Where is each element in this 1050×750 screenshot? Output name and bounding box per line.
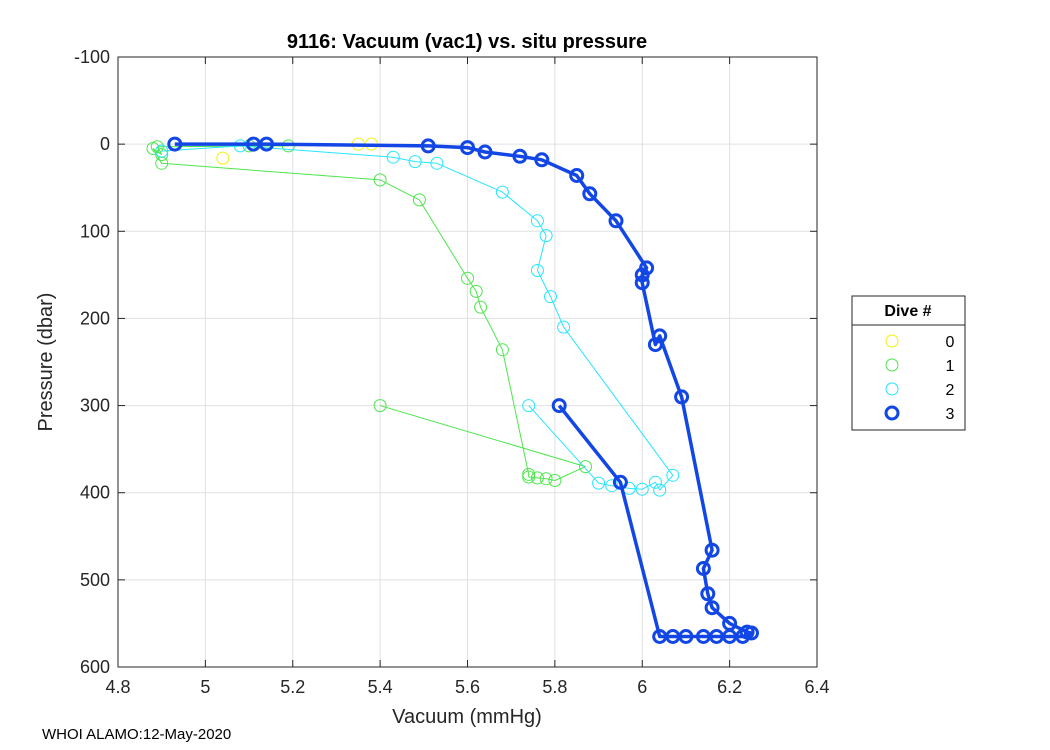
x-tick-label: 4.8 bbox=[105, 677, 130, 697]
data-point-dive-1 bbox=[155, 148, 169, 162]
data-point-dive-2 bbox=[530, 264, 544, 277]
legend-label-dive-2: 2 bbox=[946, 382, 955, 399]
legend-box bbox=[851, 295, 966, 431]
data-point-dive-3 bbox=[167, 136, 183, 152]
y-axis-ticks: -100 0 100 200 300 400 500 600 bbox=[74, 47, 817, 677]
data-point-dive-3 bbox=[634, 275, 650, 291]
series-dive-1 bbox=[146, 139, 592, 487]
y-tick-label: -100 bbox=[74, 47, 110, 67]
data-point-dive-2 bbox=[605, 479, 619, 493]
series-dive-2 bbox=[155, 139, 680, 497]
data-point-dive-1 bbox=[373, 173, 387, 187]
legend-marker-dive-3 bbox=[884, 405, 900, 421]
data-point-dive-1 bbox=[461, 271, 474, 285]
y-tick-label: 300 bbox=[80, 396, 110, 416]
data-point-dive-2 bbox=[648, 475, 662, 489]
legend-label-dive-3: 3 bbox=[946, 406, 955, 423]
y-tick-label: 600 bbox=[80, 657, 110, 677]
data-point-dive-3 bbox=[695, 561, 711, 576]
legend-marker-dive-1 bbox=[885, 358, 899, 372]
data-point-dive-1 bbox=[474, 300, 488, 314]
x-axis-ticks: 4.8 5 5.2 5.4 5.6 5.8 6 6.2 6.4 bbox=[105, 57, 830, 697]
legend-items: 0 1 2 3 bbox=[884, 334, 955, 423]
x-tick-label: 5.4 bbox=[368, 677, 393, 697]
data-point-dive-2 bbox=[666, 468, 680, 482]
data-point-dive-3 bbox=[739, 624, 755, 640]
x-tick-label: 5.6 bbox=[455, 677, 480, 697]
data-point-dive-3 bbox=[704, 542, 720, 558]
data-point-dive-2 bbox=[522, 399, 536, 413]
data-point-dive-3 bbox=[551, 398, 567, 414]
series-line-dive-1 bbox=[152, 145, 586, 481]
y-tick-label: 200 bbox=[80, 308, 110, 328]
data-point-dive-2 bbox=[557, 320, 571, 334]
data-point-dive-2 bbox=[155, 144, 169, 158]
data-point-dive-0 bbox=[216, 151, 230, 165]
legend-marker-dive-2 bbox=[885, 382, 899, 396]
data-point-dive-3 bbox=[678, 629, 694, 644]
data-point-dive-1 bbox=[469, 284, 483, 298]
data-point-dive-2 bbox=[386, 150, 400, 164]
data-point-dive-3 bbox=[420, 138, 436, 154]
data-point-dive-3 bbox=[477, 144, 493, 160]
data-point-dive-3 bbox=[512, 148, 528, 164]
data-point-dive-3 bbox=[534, 152, 550, 168]
data-point-dive-1 bbox=[579, 460, 592, 474]
y-tick-label: 500 bbox=[80, 570, 110, 590]
data-point-dive-3 bbox=[608, 213, 624, 229]
data-point-dive-1 bbox=[412, 193, 426, 207]
legend-title: Dive # bbox=[884, 303, 931, 320]
y-tick-label: 0 bbox=[100, 134, 110, 154]
data-point-dive-2 bbox=[408, 155, 422, 169]
footer-text: WHOI ALAMO:12-May-2020 bbox=[42, 726, 232, 743]
x-tick-label: 6 bbox=[637, 677, 647, 697]
data-point-dive-1 bbox=[539, 472, 553, 486]
data-point-dive-1 bbox=[373, 399, 387, 413]
legend: Dive # 0 1 2 3 bbox=[851, 295, 966, 431]
y-axis-label: Pressure (dbar) bbox=[35, 293, 57, 432]
data-point-dive-3 bbox=[704, 600, 720, 616]
series-dive-3 bbox=[167, 136, 759, 644]
x-tick-label: 5 bbox=[200, 677, 210, 697]
series-line-dive-3 bbox=[174, 142, 754, 639]
data-point-dive-3 bbox=[700, 586, 716, 602]
data-point-dive-1 bbox=[522, 470, 536, 484]
data-point-dive-3 bbox=[647, 337, 663, 353]
y-tick-label: 100 bbox=[80, 221, 110, 241]
data-point-dive-2 bbox=[592, 476, 606, 490]
data-point-dive-3 bbox=[612, 474, 628, 490]
x-tick-label: 5.8 bbox=[542, 677, 567, 697]
data-point-dive-2 bbox=[653, 483, 667, 497]
data-point-dive-2 bbox=[495, 185, 509, 199]
legend-label-dive-0: 0 bbox=[946, 334, 955, 351]
data-point-dive-2 bbox=[635, 482, 649, 496]
series-line-dive-2 bbox=[161, 145, 674, 491]
data-point-dive-1 bbox=[495, 343, 509, 357]
data-point-dive-3 bbox=[722, 615, 738, 631]
data-point-dive-1 bbox=[522, 467, 536, 481]
y-tick-label: 400 bbox=[80, 483, 110, 503]
series-layer bbox=[146, 136, 759, 644]
legend-marker-dive-0 bbox=[885, 334, 899, 348]
data-point-dive-3 bbox=[569, 168, 585, 183]
x-tick-label: 6.2 bbox=[717, 677, 742, 697]
data-point-dive-2 bbox=[544, 290, 557, 304]
data-point-dive-1 bbox=[530, 471, 544, 485]
legend-label-dive-1: 1 bbox=[946, 358, 955, 375]
data-point-dive-2 bbox=[539, 229, 553, 243]
data-point-dive-1 bbox=[150, 140, 164, 154]
data-point-dive-3 bbox=[639, 260, 655, 276]
data-point-dive-2 bbox=[530, 214, 544, 228]
data-point-dive-3 bbox=[674, 389, 690, 405]
x-tick-label: 6.4 bbox=[804, 677, 829, 697]
data-point-dive-3 bbox=[582, 186, 598, 202]
chart-title: 9116: Vacuum (vac1) vs. situ pressure bbox=[287, 31, 647, 53]
x-tick-label: 5.2 bbox=[280, 677, 305, 697]
data-point-dive-3 bbox=[245, 136, 261, 152]
data-point-dive-1 bbox=[548, 474, 562, 487]
data-point-dive-3 bbox=[460, 140, 475, 156]
data-point-dive-2 bbox=[430, 156, 444, 170]
x-axis-label: Vacuum (mmHg) bbox=[392, 706, 542, 728]
